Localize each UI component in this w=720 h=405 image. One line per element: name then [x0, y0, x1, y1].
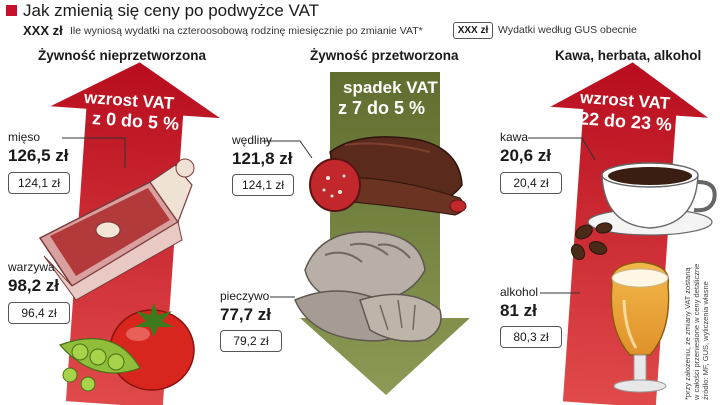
footnote: *przy założeniu, że zmiany VAT zostaną w… — [683, 263, 710, 400]
item-label-coffee: kawa — [500, 130, 529, 144]
legend-new-text: Ile wyniosą wydatki na czteroosobową rod… — [70, 25, 423, 37]
item-new-value-sausage: 121,8 zł — [232, 149, 293, 168]
legend-new-marker: XXX zł — [23, 23, 63, 38]
page-title: Jak zmienią się ceny po podwyżce VAT — [23, 1, 320, 20]
category-title-unprocessed: Żywność nieprzetworzona — [38, 48, 207, 63]
vat-change-middle-line2: z 7 do 5 % — [338, 98, 426, 118]
item-old-value-coffee: 20,4 zł — [500, 172, 562, 194]
meat-icon — [38, 158, 195, 301]
title-marker — [6, 5, 17, 16]
item-new-value-coffee: 20,6 zł — [500, 146, 552, 165]
item-label-vegetables: warzywa — [8, 260, 55, 274]
coffee-cup-icon — [570, 162, 717, 261]
leader-line-meat — [62, 137, 126, 168]
vat-change-middle-line1: spadek VAT — [343, 78, 438, 97]
legend-old-marker: XXX zł — [453, 22, 493, 39]
item-old-value-bread: 79,2 zł — [220, 330, 282, 352]
bread-icon — [294, 231, 442, 342]
category-title-coffee-alcohol: Kawa, herbata, alkohol — [555, 48, 702, 63]
item-label-meat: mięso — [8, 130, 41, 144]
beer-glass-icon — [610, 261, 670, 393]
item-label-alcohol: alkohol — [500, 285, 539, 299]
item-new-value-meat: 126,5 zł — [8, 146, 69, 165]
item-old-value-vegetables: 96,4 zł — [8, 302, 70, 324]
item-new-value-alcohol: 81 zł — [500, 301, 537, 320]
item-old-value-sausage: 124,1 zł — [232, 174, 294, 196]
item-new-value-vegetables: 98,2 zł — [8, 276, 60, 295]
category-title-processed: Żywność przetworzona — [310, 48, 459, 63]
item-old-value-alcohol: 80,3 zł — [500, 326, 562, 348]
vat-increase-arrow-right — [550, 62, 709, 405]
leader-line-sausage — [262, 140, 313, 159]
item-label-bread: pieczywo — [220, 289, 270, 303]
vegetables-icon — [58, 303, 195, 392]
item-new-value-bread: 77,7 zł — [220, 305, 272, 324]
sausage-icon — [309, 136, 467, 216]
leader-line-coffee — [528, 137, 596, 161]
legend-old-text: Wydatki według GUS obecnie — [498, 24, 637, 36]
item-old-value-meat: 124,1 zł — [8, 172, 70, 194]
item-label-sausage: wędliny — [232, 133, 273, 147]
